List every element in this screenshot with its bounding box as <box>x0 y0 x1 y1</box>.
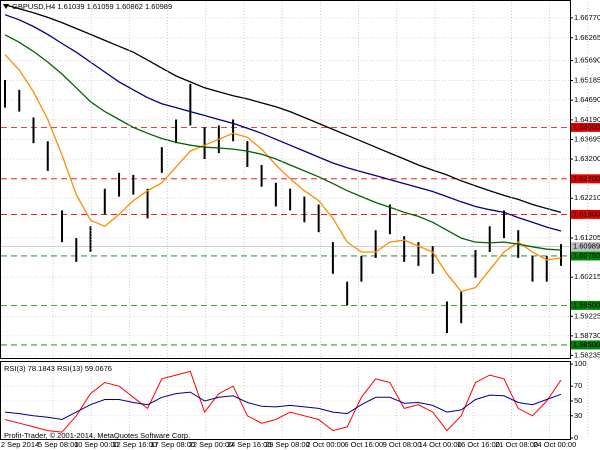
series-line <box>4 391 562 421</box>
x-tick-label: 2 Oct 00:00 <box>306 440 345 449</box>
x-tick-label: 12 Sep 16:00 <box>112 440 157 449</box>
level-label: 1.64000 <box>573 122 600 131</box>
level-label: 1.59500 <box>573 300 600 309</box>
series-line <box>4 4 562 214</box>
x-tick-label: 9 Oct 08:00 <box>383 440 422 449</box>
panel-title: RSI(3) 78.1843 RSI(13) 59.0676 <box>4 364 112 373</box>
y-tick-label: 1.59225 <box>574 311 600 320</box>
y-tick-label: 30 <box>574 411 582 420</box>
x-tick-label: 10 Sep 00:00 <box>74 440 119 449</box>
level-tag <box>571 241 600 251</box>
x-tick-label: 21 Oct 08:00 <box>495 440 538 449</box>
x-tick-label: 24 Oct 00:00 <box>533 440 576 449</box>
panel-title: GBPUSD,H4 1.61039 1.61059 1.60862 1.6098… <box>12 2 172 11</box>
x-tick-label: 24 Sep 16:00 <box>227 440 272 449</box>
y-tick-label: 1.64690 <box>574 95 600 104</box>
level-tag <box>571 300 600 310</box>
footer: Profit-Trader, © 2001-2014, MetaQuotes S… <box>4 431 190 440</box>
x-tick-label: 14 Oct 00:00 <box>419 440 462 449</box>
y-tick-label: 1.63695 <box>574 134 600 143</box>
y-tick-label: 0 <box>574 433 578 442</box>
level-label: 1.61800 <box>573 209 600 218</box>
y-tick-label: 1.61205 <box>574 233 600 242</box>
y-tick-label: 100 <box>574 359 587 368</box>
x-tick-label: 17 Sep 08:00 <box>150 440 195 449</box>
x-tick-label: 22 Sep 00:00 <box>189 440 234 449</box>
y-tick-label: 1.62210 <box>574 193 600 202</box>
main-panel <box>0 0 571 359</box>
x-tick-label: 2 Sep 2014 <box>1 440 39 449</box>
x-tick-label: 16 Oct 16:00 <box>457 440 500 449</box>
y-tick-label: 1.60215 <box>574 272 600 281</box>
series-line <box>4 34 562 251</box>
y-tick-label: 1.65185 <box>574 76 600 85</box>
level-label: 1.58500 <box>573 340 600 349</box>
y-tick-label: 1.58730 <box>574 331 600 340</box>
level-label: 1.60989 <box>573 241 600 250</box>
y-tick-label: 50 <box>574 396 582 405</box>
series-line <box>4 370 562 433</box>
series-line <box>4 54 562 293</box>
y-tick-label: 1.58235 <box>574 350 600 359</box>
y-tick-label: 1.63200 <box>574 154 600 163</box>
level-label: 1.60750 <box>573 251 600 260</box>
y-tick-label: 1.66770 <box>574 13 600 22</box>
series-line <box>4 14 562 232</box>
y-tick-label: 70 <box>574 381 582 390</box>
level-tag <box>571 209 600 219</box>
y-tick-label: 1.66265 <box>574 33 600 42</box>
level-tag <box>571 174 600 184</box>
x-tick-label: 29 Sep 08:00 <box>265 440 310 449</box>
y-tick-label: 1.65690 <box>574 56 600 65</box>
x-tick-label: 6 Oct 16:00 <box>344 440 383 449</box>
y-tick-label: 1.64190 <box>574 115 600 124</box>
level-tag <box>571 340 600 350</box>
title-icon <box>3 4 9 9</box>
level-label: 1.62700 <box>573 174 600 183</box>
x-tick-label: 5 Sep 08:00 <box>38 440 78 449</box>
level-tag <box>571 122 600 132</box>
level-tag <box>571 251 600 261</box>
